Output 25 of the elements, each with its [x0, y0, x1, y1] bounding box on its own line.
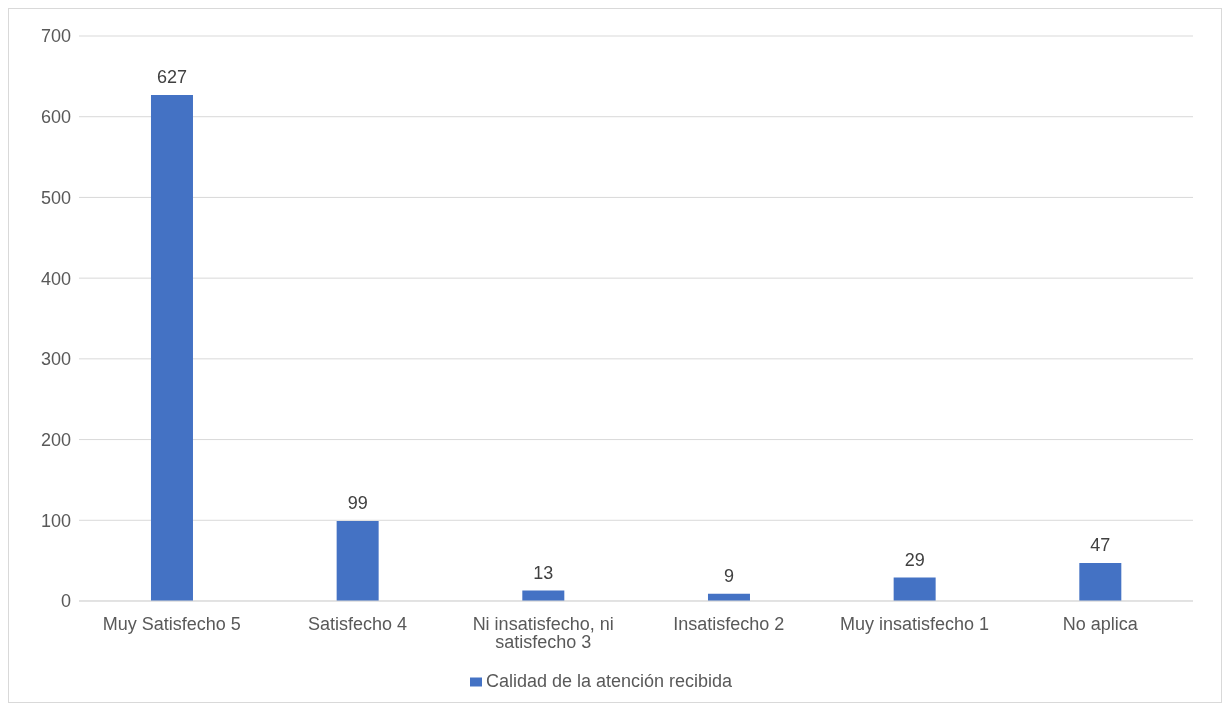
y-tick-label: 200 [40, 429, 71, 450]
data-label: 29 [904, 549, 925, 570]
data-label: 627 [156, 66, 188, 87]
x-tick-label: Insatisfecho 2 [673, 613, 785, 634]
y-tick-label: 400 [40, 268, 71, 289]
y-tick-label: 100 [40, 510, 71, 531]
y-tick-label: 500 [40, 187, 71, 208]
data-label: 47 [1090, 535, 1111, 556]
data-label: 99 [347, 493, 368, 514]
data-label: 9 [723, 565, 734, 586]
bar [150, 94, 193, 601]
x-tick-label: Muy Satisfecho 5 [102, 613, 241, 634]
x-tick-label: Satisfecho 4 [307, 613, 408, 634]
y-tick-label: 700 [40, 26, 71, 47]
legend-label: Calidad de la atención recibida [485, 671, 733, 691]
x-tick-label: No aplica [1062, 613, 1139, 634]
bar [893, 577, 936, 601]
x-tick-label: Ni insatisfecho, ni satisfecho 3 [472, 613, 614, 652]
y-tick-label: 600 [40, 107, 71, 128]
x-tick-label: Muy insatisfecho 1 [839, 613, 990, 634]
data-label: 13 [533, 562, 554, 583]
y-tick-label: 0 [60, 591, 71, 612]
y-tick-label: 300 [40, 349, 71, 370]
bar [336, 521, 379, 601]
bar [1079, 563, 1122, 601]
